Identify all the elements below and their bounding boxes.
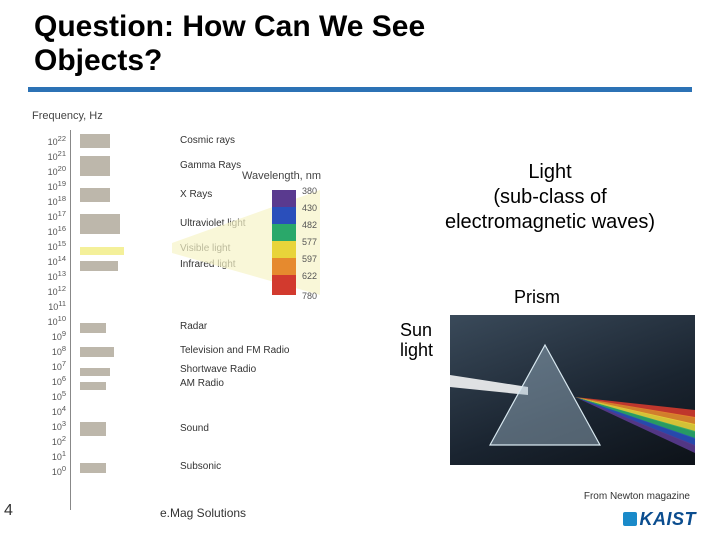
freq-tick: 1022 [32, 134, 66, 147]
light-caption-l3: electromagnetic waves) [445, 211, 655, 233]
spectrum-band: AM Radio [80, 380, 106, 388]
band-label: X Rays [180, 189, 212, 200]
freq-tick: 107 [32, 359, 66, 372]
band-label: Ultraviolet light [180, 218, 246, 229]
freq-tick: 108 [32, 344, 66, 357]
band-box [80, 214, 120, 234]
band-box [80, 247, 124, 255]
light-caption-block: Light (sub-class of electromagnetic wave… [400, 160, 700, 235]
spectrum-band: Ultraviolet light [80, 214, 120, 234]
band-label: Sound [180, 423, 209, 434]
spectrum-band: X Rays [80, 188, 110, 202]
sun-light-label: Sun light [400, 321, 433, 361]
prism-figure: Prism Sun light [400, 285, 695, 465]
wavelength-label: 577 [302, 237, 317, 247]
band-box [80, 323, 106, 333]
band-label: Infrared light [180, 259, 236, 270]
visible-color-bar [272, 190, 296, 207]
wavelength-label: 430 [302, 203, 317, 213]
band-box [80, 347, 114, 357]
band-box [80, 463, 106, 473]
title-rule [28, 87, 692, 92]
band-label: AM Radio [180, 378, 224, 389]
band-box [80, 188, 110, 202]
title-line2: Objects? [34, 44, 162, 77]
freq-tick: 104 [32, 404, 66, 417]
wavelength-label: 597 [302, 254, 317, 264]
spectrum-band: Subsonic [80, 462, 106, 472]
freq-tick: 1015 [32, 239, 66, 252]
band-label: Subsonic [180, 461, 221, 472]
frequency-axis-label: Frequency, Hz [32, 110, 103, 122]
freq-tick: 1012 [32, 284, 66, 297]
emag-credit: e.Mag Solutions [160, 506, 246, 520]
light-caption-l1: Light [528, 161, 571, 183]
freq-tick: 1017 [32, 209, 66, 222]
freq-tick: 109 [32, 329, 66, 342]
image-credit: From Newton magazine [584, 491, 690, 502]
band-label: Shortwave Radio [180, 364, 256, 375]
visible-color-bar [272, 224, 296, 241]
wavelength-label: 380 [302, 186, 317, 196]
spectrum-band: Television and FM Radio [80, 346, 114, 356]
freq-tick: 1018 [32, 194, 66, 207]
visible-color-bar [272, 207, 296, 224]
slide-number: 4 [4, 502, 13, 520]
band-box [80, 422, 106, 436]
spectrum-band: Cosmic rays [80, 134, 110, 148]
slide-title: Question: How Can We See Objects? [0, 0, 720, 81]
band-box [80, 382, 106, 390]
band-label: Cosmic rays [180, 135, 235, 146]
freq-tick: 1016 [32, 224, 66, 237]
freq-tick: 1021 [32, 149, 66, 162]
prism-label: Prism [510, 287, 564, 308]
band-label: Television and FM Radio [180, 345, 290, 356]
spectrum-band: Infrared light [80, 260, 118, 270]
freq-tick: 1013 [32, 269, 66, 282]
band-label: Visible light [180, 243, 230, 254]
light-caption-l2: (sub-class of [493, 186, 606, 208]
frequency-axis-line [70, 130, 71, 510]
freq-tick: 1010 [32, 314, 66, 327]
visible-color-bar [272, 275, 296, 295]
freq-tick: 1011 [32, 299, 66, 312]
band-box [80, 261, 118, 271]
freq-tick: 102 [32, 434, 66, 447]
visible-color-bar [272, 241, 296, 258]
freq-tick: 103 [32, 419, 66, 432]
spectrum-band: Radar [80, 322, 106, 332]
freq-tick: 101 [32, 449, 66, 462]
title-line1: Question: How Can We See [34, 10, 425, 43]
spectrum-band: Shortwave Radio [80, 366, 110, 374]
freq-tick: 1020 [32, 164, 66, 177]
prism-svg [450, 315, 695, 465]
spectrum-band: Visible light [80, 245, 124, 253]
kaist-logo: KAIST [623, 509, 697, 530]
band-box [80, 368, 110, 376]
freq-tick: 1014 [32, 254, 66, 267]
wavelength-label: 780 [302, 291, 317, 301]
visible-color-bar [272, 258, 296, 275]
kaist-logo-mark [623, 512, 637, 526]
wavelength-axis-label: Wavelength, nm [242, 170, 321, 182]
band-label: Gamma Rays [180, 160, 241, 171]
freq-tick: 105 [32, 389, 66, 402]
freq-tick: 106 [32, 374, 66, 387]
wavelength-label: 482 [302, 220, 317, 230]
spectrum-band: Gamma Rays [80, 156, 110, 176]
band-box [80, 156, 110, 176]
spectrum-band: Sound [80, 422, 106, 436]
wavelength-label: 622 [302, 271, 317, 281]
freq-tick: 1019 [32, 179, 66, 192]
freq-tick: 100 [32, 464, 66, 477]
band-box [80, 134, 110, 148]
band-label: Radar [180, 321, 207, 332]
